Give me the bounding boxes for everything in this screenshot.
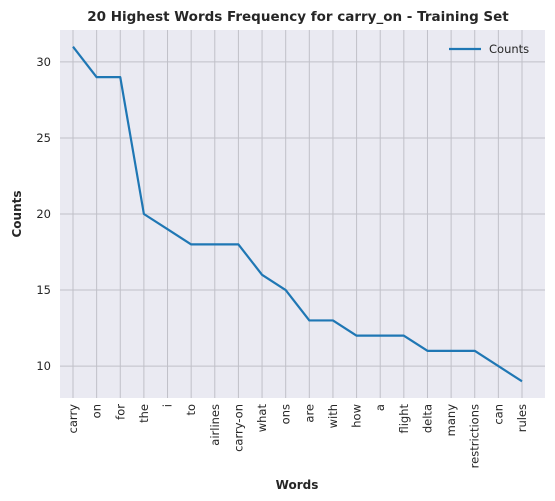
x-tick-label: carry: [66, 404, 80, 434]
x-tick-label: flight: [397, 404, 411, 434]
series-line-counts: [72, 46, 523, 383]
x-tick-label: ons: [279, 404, 293, 424]
x-tick-label: many: [444, 404, 458, 437]
x-tick-label: what: [255, 404, 269, 433]
x-tick-label: how: [350, 404, 364, 428]
chart-title: 20 Highest Words Frequency for carry_on …: [87, 9, 509, 25]
y-tick-label: 10: [36, 359, 51, 373]
x-tick-label: i: [161, 404, 175, 407]
y-tick-label: 30: [36, 55, 51, 69]
y-tick-label: 20: [36, 207, 51, 221]
x-tick-label: are: [302, 404, 316, 423]
x-tick-label: airlines: [208, 404, 222, 446]
series-group: [72, 46, 523, 383]
x-tick-label: the: [137, 404, 151, 423]
x-tick-labels: carry on for the i to airlines carry-on what ons a…: [66, 404, 529, 469]
x-tick-label: for: [113, 404, 127, 420]
x-tick-label: to: [184, 404, 198, 416]
legend: Counts: [449, 42, 529, 56]
y-tick-labels: 10 15 20 25 30: [36, 55, 51, 373]
x-tick-label: restrictions: [468, 404, 482, 468]
x-tick-label: with: [326, 404, 340, 428]
y-axis-label: Counts: [10, 190, 24, 237]
x-tick-label: delta: [420, 404, 434, 433]
x-tick-label: on: [90, 404, 104, 418]
x-tick-label: a: [373, 404, 387, 411]
x-axis-label: Words: [276, 478, 319, 492]
y-gridlines: [60, 61, 545, 367]
y-tick-label: 25: [36, 131, 51, 145]
x-tick-label: carry-on: [231, 404, 245, 452]
x-tick-label: rules: [515, 404, 529, 432]
y-tick-label: 15: [36, 283, 51, 297]
legend-entry-counts: Counts: [489, 42, 529, 56]
x-tick-label: can: [491, 404, 505, 425]
